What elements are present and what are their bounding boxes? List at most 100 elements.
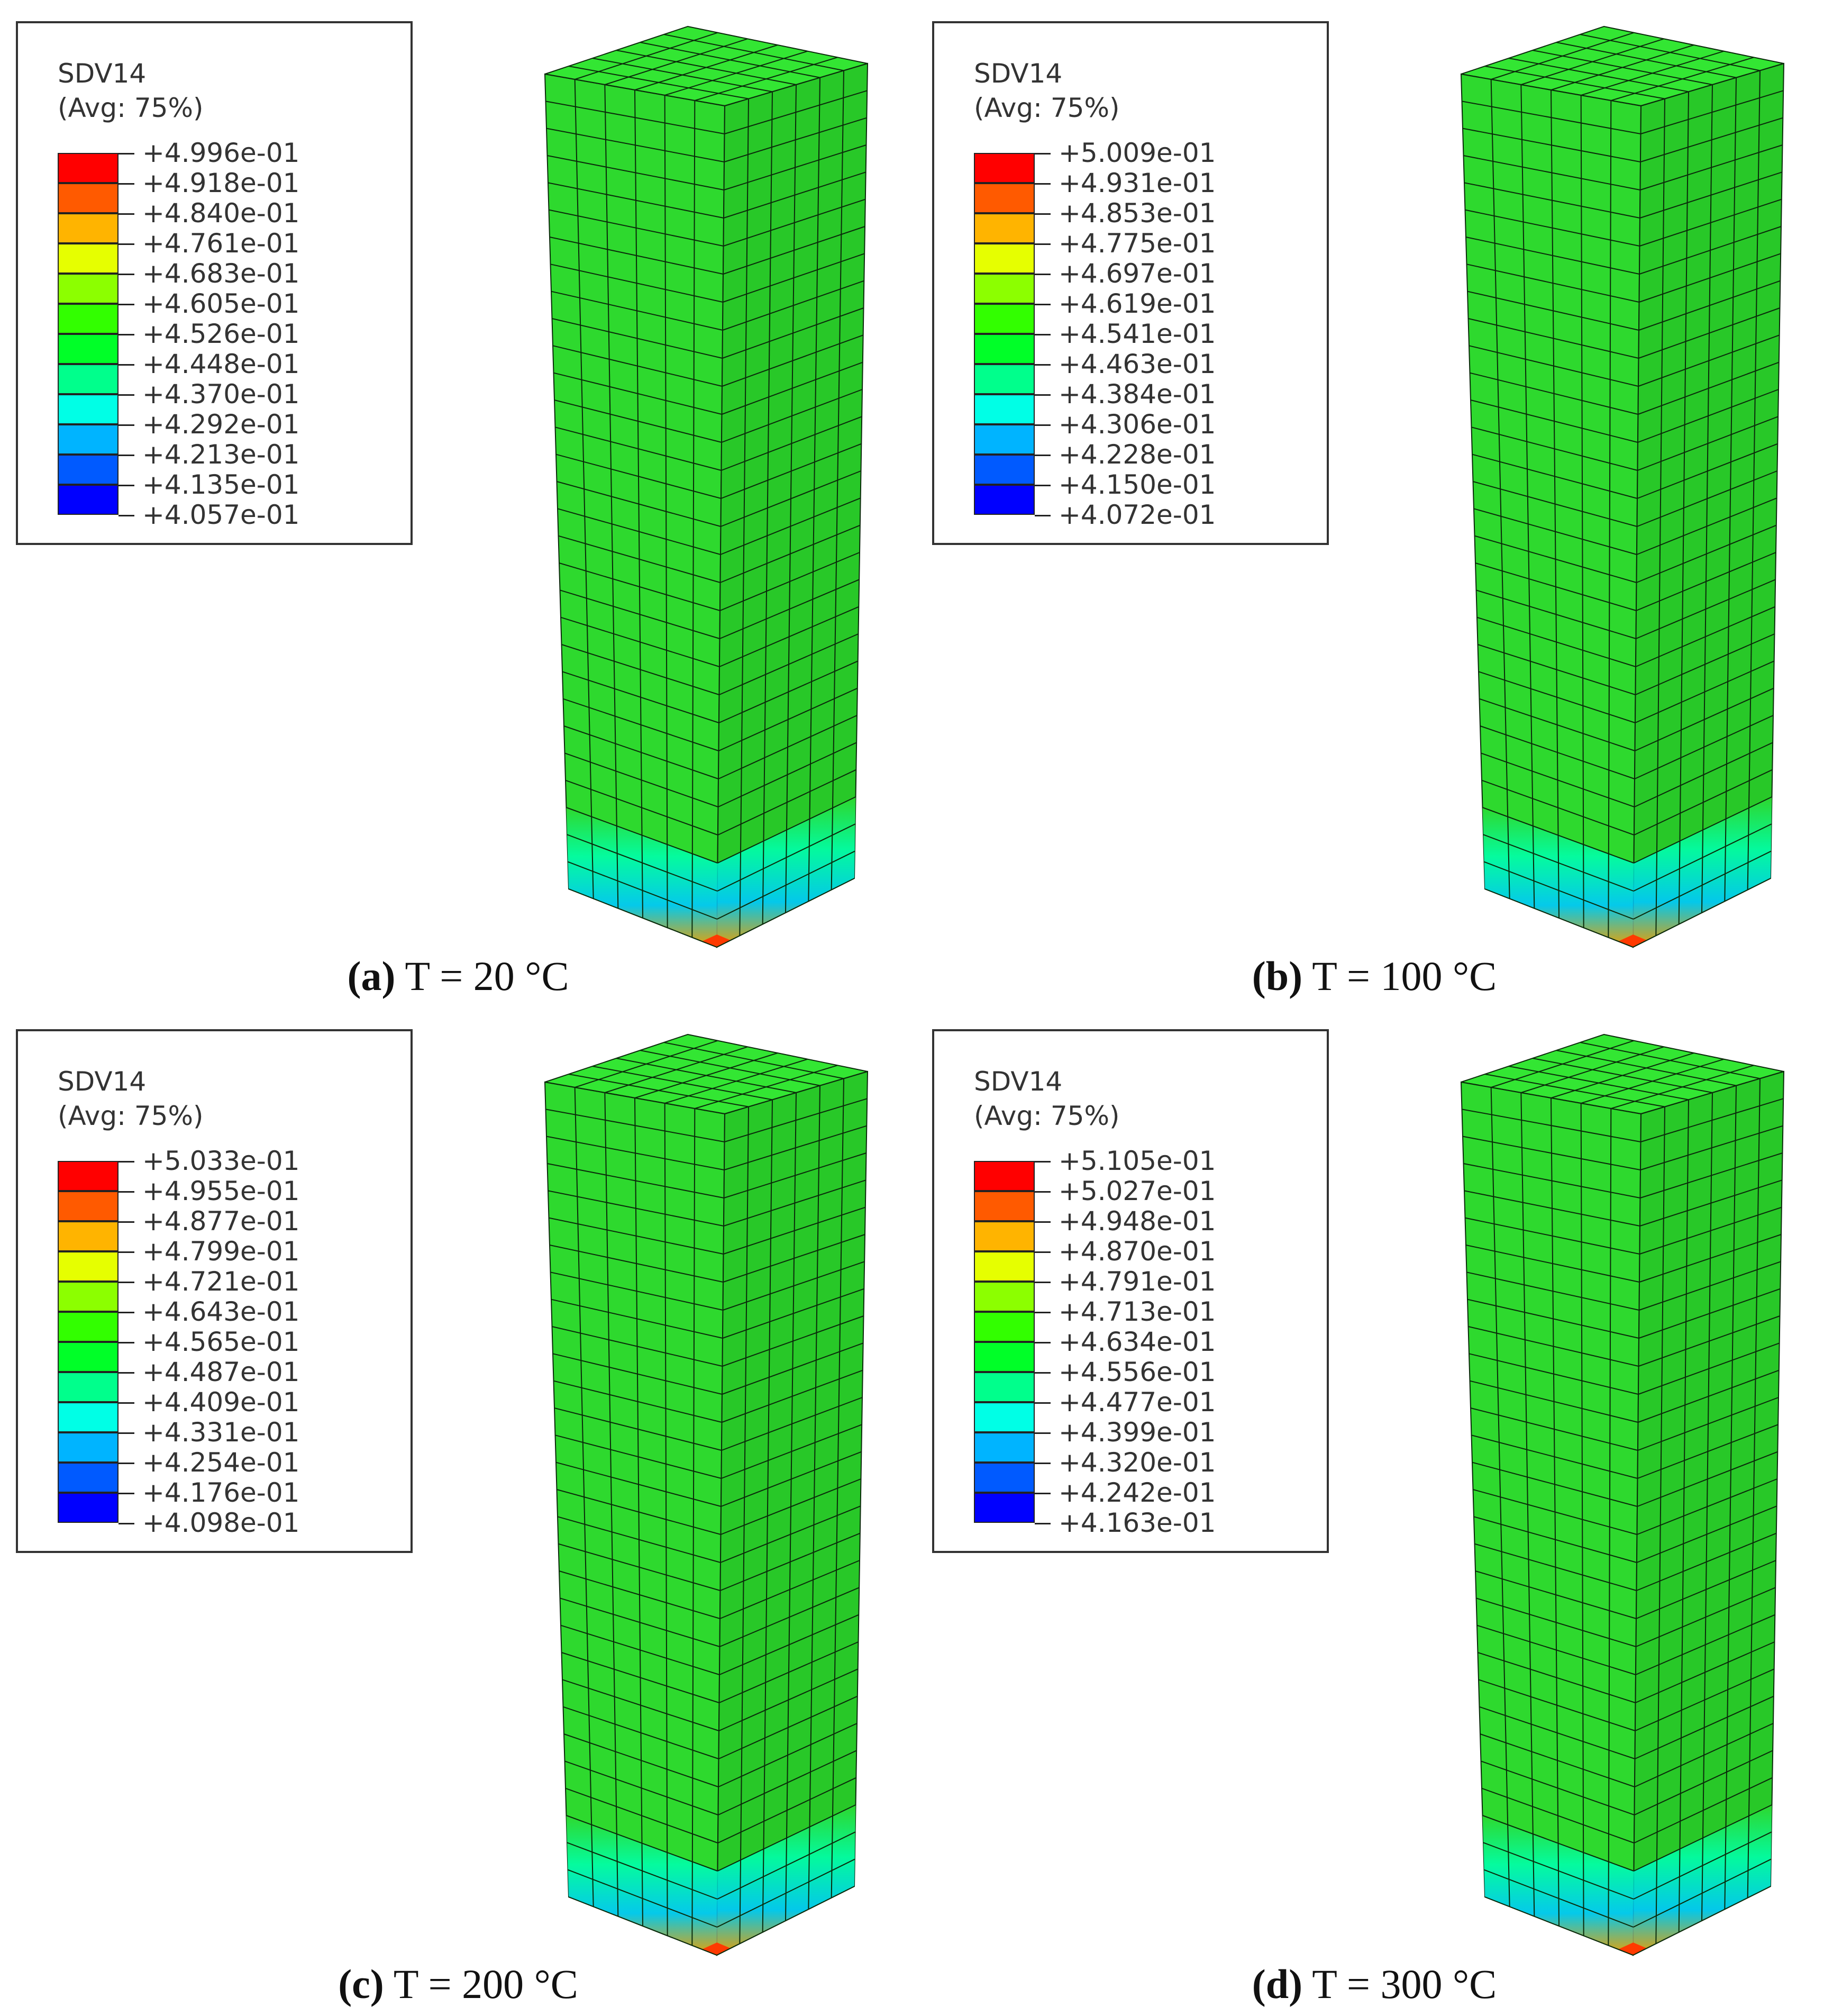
scale-tick <box>1035 1221 1051 1223</box>
panel-caption: (b) T = 100 °C <box>916 952 1832 1000</box>
legend-title: SDV14 <box>58 58 147 89</box>
scale-value: +4.619e-01 <box>1059 288 1216 319</box>
scale-tick <box>118 1432 134 1434</box>
scale-tick <box>118 485 134 486</box>
mesh-line <box>762 92 773 924</box>
scale-value: +4.384e-01 <box>1059 379 1216 410</box>
scale-swatch <box>58 485 118 515</box>
scale-swatch <box>974 1312 1035 1342</box>
caption-text: T = 200 °C <box>384 1961 578 2007</box>
scale-value: +5.009e-01 <box>1059 138 1216 168</box>
scale-tick <box>118 1161 134 1163</box>
scale-tick <box>1035 1432 1051 1434</box>
scale-swatch <box>58 364 118 394</box>
caption-text: T = 100 °C <box>1302 953 1497 999</box>
scale-tick <box>1035 153 1051 155</box>
scale-tick <box>1035 1493 1051 1494</box>
scale-swatch <box>974 394 1035 424</box>
mesh-line <box>1655 98 1665 936</box>
scale-swatch <box>974 334 1035 364</box>
scale-tick <box>1035 1523 1051 1524</box>
mesh-line <box>808 77 820 902</box>
scale-value: +4.791e-01 <box>1059 1266 1216 1297</box>
scale-value: +4.487e-01 <box>142 1357 300 1387</box>
scale-tick <box>118 455 134 456</box>
mesh-line <box>1490 79 1510 899</box>
scale-value: +4.072e-01 <box>1059 500 1216 530</box>
scale-tick <box>1035 515 1051 516</box>
legend-title: SDV14 <box>58 1066 147 1097</box>
panel-d: SDV14 (Avg: 75%) +5.105e-01 +5.027e-01 +4.… <box>916 1008 1832 2016</box>
scale-value: +4.948e-01 <box>1059 1206 1216 1237</box>
panel-caption: (c) T = 200 °C <box>0 1960 916 2008</box>
scale-tick <box>118 153 134 155</box>
panel-caption: (d) T = 300 °C <box>916 1960 1832 2008</box>
scale-value: +4.399e-01 <box>1059 1417 1216 1448</box>
scale-value: +4.643e-01 <box>142 1296 300 1327</box>
scale-value: +5.105e-01 <box>1059 1146 1216 1176</box>
scale-tick <box>1035 424 1051 426</box>
mesh-line <box>785 1092 797 1921</box>
scale-tick <box>1035 274 1051 275</box>
panel-caption: (a) T = 20 °C <box>0 952 916 1000</box>
mesh-line <box>574 79 594 899</box>
scale-tick <box>118 213 134 215</box>
scale-swatch <box>974 1221 1035 1251</box>
mesh-line <box>1701 1092 1713 1921</box>
scale-value: +4.556e-01 <box>1059 1357 1216 1387</box>
mesh-line <box>1747 70 1761 890</box>
mesh-column <box>1460 1033 1785 1956</box>
scale-tick <box>118 394 134 396</box>
scale-value: +4.409e-01 <box>142 1387 300 1418</box>
mesh-line <box>1724 1085 1737 1910</box>
scale-swatch <box>974 1372 1035 1402</box>
scale-swatch <box>974 424 1035 455</box>
scale-tick <box>118 183 134 185</box>
mesh-line <box>1724 77 1737 902</box>
scale-tick <box>118 1221 134 1223</box>
mesh-line <box>664 95 668 928</box>
scale-value: +4.605e-01 <box>142 288 300 319</box>
scale-tick <box>1035 394 1051 396</box>
scale-tick <box>1035 1161 1051 1163</box>
scale-swatch <box>58 1402 118 1432</box>
mesh-line <box>664 1103 668 1936</box>
legend-subtitle: (Avg: 75%) <box>58 1101 204 1131</box>
scale-tick <box>1035 1251 1051 1253</box>
scale-value: +4.840e-01 <box>142 198 300 229</box>
scale-tick <box>118 1493 134 1494</box>
scale-swatch <box>58 1463 118 1493</box>
scale-tick <box>1035 183 1051 185</box>
scale-value: +4.683e-01 <box>142 258 300 289</box>
scale-swatch <box>58 1342 118 1372</box>
mesh-line <box>1580 95 1584 928</box>
scale-swatch <box>58 274 118 304</box>
scale-swatch <box>974 1402 1035 1432</box>
scale-tick <box>1035 1463 1051 1464</box>
scale-value: +4.713e-01 <box>1059 1296 1216 1327</box>
mesh-line <box>691 1108 696 1946</box>
mesh-line <box>808 1085 820 1910</box>
mesh-line <box>691 100 696 938</box>
scale-tick <box>118 1463 134 1464</box>
mesh-line <box>634 89 643 919</box>
scale-swatch <box>58 455 118 485</box>
legend-subtitle: (Avg: 75%) <box>974 1101 1120 1131</box>
legend-subtitle: (Avg: 75%) <box>974 93 1120 123</box>
scale-swatch <box>974 213 1035 243</box>
scale-swatch <box>58 1282 118 1312</box>
scale-tick <box>118 1251 134 1253</box>
mesh-column <box>544 1033 869 1956</box>
scale-value: +4.853e-01 <box>1059 198 1216 229</box>
scale-tick <box>1035 213 1051 215</box>
scale-swatch <box>58 183 118 213</box>
scale-value: +4.870e-01 <box>1059 1236 1216 1267</box>
scale-swatch <box>974 1432 1035 1463</box>
scale-swatch <box>58 424 118 455</box>
mesh-line <box>762 1100 773 1932</box>
scale-tick <box>118 515 134 516</box>
mesh-line <box>663 34 844 71</box>
scale-swatch <box>58 304 118 334</box>
mesh-line <box>1701 84 1713 913</box>
caption-letter: (c) <box>338 1961 384 2007</box>
